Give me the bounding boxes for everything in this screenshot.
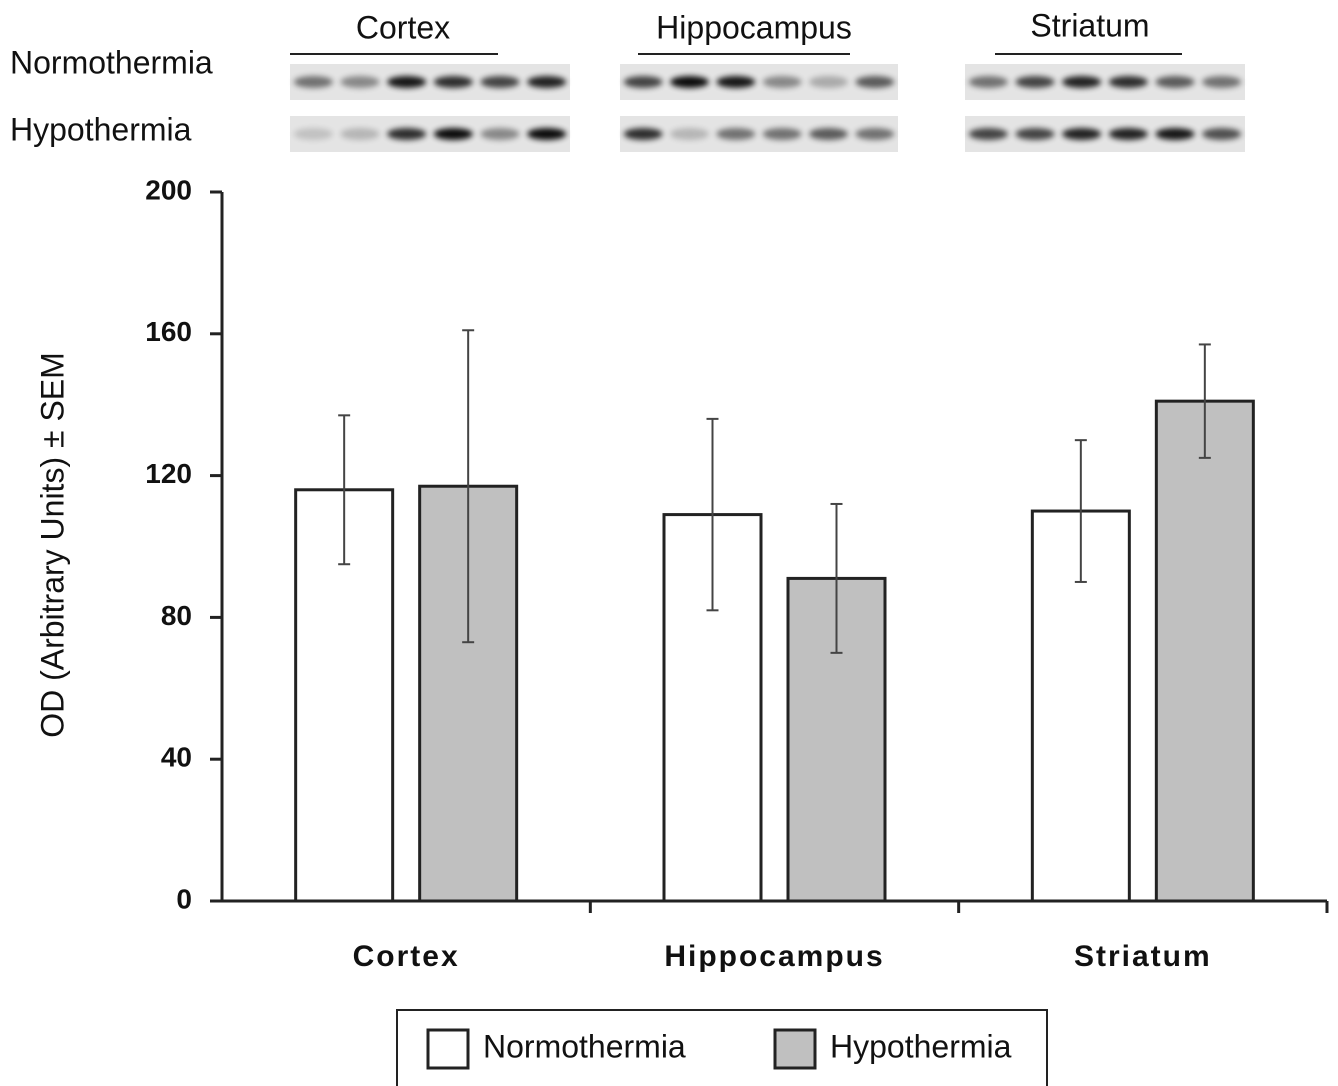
- blot-row-label: Hypothermia: [10, 111, 192, 147]
- y-tick-label: 200: [145, 174, 192, 205]
- blot-band: [855, 76, 894, 88]
- blot-region-label: Hippocampus: [656, 9, 852, 45]
- blot-band: [1202, 76, 1241, 88]
- page: Normothermia Hypothermia Cortex Hippocam…: [0, 0, 1338, 1086]
- blot-band: [1202, 128, 1241, 140]
- blot-band: [1155, 128, 1194, 140]
- blot-region-label: Striatum: [1030, 7, 1149, 43]
- western-blots: [290, 64, 1245, 152]
- blot-band: [670, 76, 709, 88]
- blot-band: [670, 128, 709, 140]
- blot-band: [809, 76, 848, 88]
- blot-band: [340, 76, 379, 88]
- blot-band: [527, 128, 566, 140]
- blot-band: [969, 76, 1008, 88]
- blot-band: [1062, 128, 1101, 140]
- blot-region-label: Cortex: [356, 9, 450, 45]
- blot-band: [387, 128, 426, 140]
- blot-band: [387, 76, 426, 88]
- blot-band: [624, 76, 663, 88]
- blot-band: [1109, 76, 1148, 88]
- blot-band: [434, 76, 473, 88]
- blot-band: [434, 128, 473, 140]
- blot-row-label: Normothermia: [10, 44, 213, 80]
- blot-band: [763, 76, 802, 88]
- blot-band: [1109, 128, 1148, 140]
- blot-band: [340, 128, 379, 140]
- blot-band: [527, 76, 566, 88]
- blot-band: [294, 128, 333, 140]
- x-tick-label: Striatum: [1074, 940, 1212, 973]
- x-tick-label: Cortex: [353, 940, 460, 973]
- x-tick-label: Hippocampus: [664, 940, 884, 973]
- blot-band: [480, 128, 519, 140]
- y-tick-label: 120: [145, 458, 192, 489]
- legend-swatch: [775, 1030, 815, 1068]
- blot-band: [716, 128, 755, 140]
- blot-band: [624, 128, 663, 140]
- y-axis-label: OD (Arbitrary Units) ± SEM: [34, 352, 70, 738]
- blot-band: [855, 128, 894, 140]
- y-tick-label: 40: [161, 742, 192, 773]
- blot-band: [809, 128, 848, 140]
- chart: Normothermia Hypothermia Cortex Hippocam…: [0, 0, 1338, 1086]
- blot-band: [1062, 76, 1101, 88]
- blot-band: [1015, 128, 1054, 140]
- y-tick-label: 0: [176, 883, 192, 914]
- blot-band: [716, 76, 755, 88]
- blot-band: [1155, 76, 1194, 88]
- y-tick-label: 80: [161, 600, 192, 631]
- legend-label: Normothermia: [483, 1028, 686, 1064]
- y-tick-label: 160: [145, 316, 192, 347]
- legend-swatch: [428, 1030, 468, 1068]
- blot-band: [294, 76, 333, 88]
- legend-label: Hypothermia: [830, 1028, 1012, 1064]
- bar: [1156, 401, 1253, 901]
- blot-band: [763, 128, 802, 140]
- blot-band: [1015, 76, 1054, 88]
- blot-band: [969, 128, 1008, 140]
- blot-band: [480, 76, 519, 88]
